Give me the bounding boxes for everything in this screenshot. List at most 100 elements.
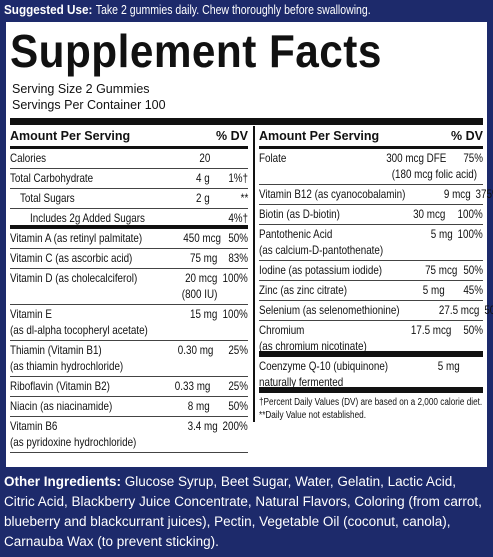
nutrient-row: Selenium (as selenomethionine) 27.5 mcg 50… (259, 301, 493, 321)
nutrient-name: Iodine (as potassium iodide) (259, 262, 409, 280)
divider-bar (10, 118, 483, 125)
footnote-text: †Percent Daily Values (DV) are based on … (259, 397, 483, 408)
nutrient-row: Iodine (as potassium iodide) 75 mcg 50% (259, 261, 483, 281)
name-text: Coenzyme Q-10 (ubiquinone) (259, 359, 389, 373)
header-amount: Amount Per Serving (259, 129, 380, 143)
dv-text: 200% (222, 419, 248, 433)
name-text: Vitamin D (as cholecalciferol) (10, 271, 138, 285)
suggested-use-text: Take 2 gummies daily. Chew thoroughly be… (95, 2, 371, 17)
amount-text: 450 mcg (183, 231, 222, 245)
nutrient-row: Zinc (as zinc citrate) 5 mg 45% (259, 281, 483, 301)
nutrient-amount: 300 mcg DFE (180 mcg folic acid) (373, 150, 477, 184)
serving-size: Serving Size 2 Gummies (12, 82, 150, 96)
nutrient-dv: 100% (445, 206, 483, 224)
nutrient-dv: 25% (210, 378, 248, 396)
nutrient-name: Folate (259, 150, 373, 184)
nutrient-amount: 5 mg (410, 226, 452, 260)
name-text: Iodine (as potassium iodide) (259, 263, 383, 277)
nutrient-dv: 1%† (210, 170, 248, 188)
other-ingredients: Other Ingredients: Glucose Syrup, Beet S… (4, 472, 489, 552)
name-text: Pantothenic Acid (259, 227, 333, 241)
name-text: Includes 2g Added Sugars (30, 211, 145, 225)
nutrient-row: Pantothenic Acid (as calcium-D-pantothena… (259, 225, 483, 261)
amount-text: 20 (199, 151, 210, 165)
nutrient-amount: 0.30 mg (148, 342, 214, 376)
amount-text: 5 mg (423, 283, 445, 297)
nutrient-name: Biotin (as D-biotin) (259, 206, 373, 224)
other-ingredients-text: Glucose Syrup, Beet Sugar, Water, Gelati… (4, 474, 482, 549)
name-text: Niacin (as niacinamide) (10, 399, 113, 413)
nutrient-name: Vitamin A (as retinyl palmitate) (10, 230, 171, 248)
dv-text: 375% (475, 187, 493, 201)
dv-text: 100% (222, 271, 248, 285)
name-text: Vitamin E (10, 307, 52, 321)
nutrient-dv: 50% (210, 398, 248, 416)
dv-text: 25% (228, 379, 248, 393)
amount-text: 20 mcg (185, 271, 218, 285)
nutrient-dv: 100% (452, 226, 483, 260)
nutrient-amount: 3.4 mg (164, 418, 217, 452)
nutrient-dv: 83% (217, 250, 248, 268)
nutrient-amount: 8 mg (138, 398, 210, 416)
nutrient-dv: 375% (470, 186, 493, 204)
column-header: Amount Per Serving % DV (10, 126, 248, 149)
suggested-use-label: Suggested Use: (4, 2, 93, 17)
name-text: Zinc (as zinc citrate) (259, 283, 348, 297)
dv-text: 100% (457, 227, 483, 241)
name-note: (as dl-alpha tocopheryl acetate) (10, 323, 148, 337)
dv-text: 45% (463, 283, 483, 297)
amount-text: 75 mcg (425, 263, 458, 277)
nutrient-amount: 5 mg (416, 358, 460, 387)
amount-text: 27.5 mcg (439, 303, 480, 317)
nutrient-dv: 25% (213, 342, 248, 376)
nutrient-amount: 20 (138, 150, 210, 168)
name-text: Vitamin C (as ascorbic acid) (10, 251, 133, 265)
amount-note: (180 mcg folic acid) (391, 167, 478, 181)
nutrient-name: Zinc (as zinc citrate) (259, 282, 373, 300)
nutrient-amount (170, 210, 221, 225)
nutrient-dv: 100% (217, 270, 248, 304)
amount-text: 8 mg (188, 399, 210, 413)
amount-note: (800 IU) (181, 287, 218, 301)
nutrient-amount: 75 mg (159, 250, 217, 268)
nutrient-dv: 50% (480, 302, 493, 320)
amount-text: 5 mg (438, 359, 460, 373)
nutrient-name: Pantothenic Acid (as calcium-D-pantothena… (259, 226, 410, 260)
nutrient-dv: 45% (445, 282, 483, 300)
nutrient-amount: 17.5 mcg (390, 322, 451, 351)
nutrient-amount: 2 g (138, 190, 210, 208)
dv-text: 83% (228, 251, 248, 265)
nutrient-name: Riboflavin (Vitamin B2) (10, 378, 138, 396)
nutrient-amount: 0.33 mg (138, 378, 210, 396)
nutrient-dv (210, 150, 248, 168)
suggested-use: Suggested Use: Take 2 gummies daily. Che… (0, 0, 493, 22)
nutrient-row: Total Sugars 2 g ** (10, 189, 248, 209)
nutrient-dv: 50% (221, 230, 248, 248)
name-text: Calories (10, 151, 47, 165)
nutrient-row: Coenzyme Q-10 (ubiquinone) naturally ferm… (259, 357, 483, 393)
amount-text: 75 mg (189, 251, 218, 265)
nutrient-amount: 75 mcg (409, 262, 457, 280)
header-dv: % DV (216, 129, 248, 143)
nutrient-dv: 200% (217, 418, 248, 452)
header-dv: % DV (451, 129, 483, 143)
facts-column: Amount Per Serving % DV Folate 300 mcg DFE (… (253, 126, 493, 422)
name-text: Total Sugars (20, 191, 75, 205)
name-text: Riboflavin (Vitamin B2) (10, 379, 110, 393)
name-text: Vitamin B12 (as cyanocobalamin) (259, 187, 406, 201)
amount-text: 4 g (196, 171, 210, 185)
name-text: Vitamin A (as retinyl palmitate) (10, 231, 143, 245)
nutrient-row: Vitamin B6 (as pyridoxine hydrochloride) 3… (10, 417, 248, 453)
nutrient-name: Thiamin (Vitamin B1) (as thiamin hydrochl… (10, 342, 148, 376)
dv-text: 75% (463, 151, 483, 165)
suggested-use-line: Suggested Use: Take 2 gummies daily. Che… (4, 0, 401, 20)
nutrient-row: Niacin (as niacinamide) 8 mg 50% (10, 397, 248, 417)
dv-text: ** (240, 191, 248, 205)
name-note: (as pyridoxine hydrochloride) (10, 435, 137, 449)
nutrient-row: Vitamin E (as dl-alpha tocopheryl acetate… (10, 305, 248, 341)
name-text: Folate (259, 151, 287, 165)
nutrient-row: Folate 300 mcg DFE (180 mcg folic acid) 75% (259, 149, 483, 185)
amount-text: 0.30 mg (177, 343, 214, 357)
nutrient-name: Vitamin B6 (as pyridoxine hydrochloride) (10, 418, 164, 452)
nutrient-dv (460, 358, 483, 387)
